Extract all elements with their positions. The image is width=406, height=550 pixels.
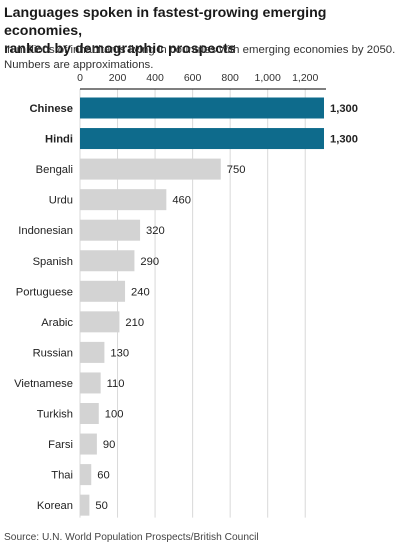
value-label: 1,300 — [330, 134, 358, 146]
value-label: 320 — [146, 225, 165, 237]
value-label: 1,300 — [330, 103, 358, 115]
bar — [80, 219, 141, 241]
value-label: 100 — [105, 409, 124, 421]
bar — [80, 403, 99, 424]
chart-subtitle: In millions of inhabitants living in cou… — [4, 43, 402, 73]
bar-chart: 0 200 400 600 800 1,000 1,200 Chinese 1,300 Hindi… — [14, 72, 358, 518]
category-label: Thai — [51, 470, 73, 482]
value-label: 60 — [97, 470, 109, 482]
bar — [80, 158, 221, 180]
category-label: Portuguese — [16, 286, 73, 298]
category-label: Vietnamese — [14, 378, 73, 390]
x-tick-label: 200 — [109, 72, 127, 84]
bar — [80, 433, 97, 455]
chart-subtitle-line-1: In millions of inhabitants living in cou… — [4, 44, 396, 56]
bar — [80, 341, 105, 363]
value-label: 90 — [103, 439, 115, 451]
chart-title-line-1: Languages spoken in fastest-growing emer… — [4, 5, 327, 39]
bar — [80, 189, 167, 211]
category-label: Korean — [37, 500, 73, 512]
category-label: Farsi — [48, 439, 73, 451]
category-label: Arabic — [41, 317, 73, 329]
category-label: Indonesian — [18, 225, 73, 237]
category-label: Hindi — [45, 134, 73, 146]
chart-title: Languages spoken in fastest-growing emer… — [4, 4, 402, 58]
value-label: 240 — [131, 286, 150, 298]
category-label: Russian — [33, 347, 73, 359]
value-label: 130 — [110, 347, 129, 359]
value-label: 210 — [125, 317, 144, 329]
category-label: Urdu — [49, 195, 73, 207]
bar — [80, 97, 324, 119]
x-tick-label: 1,200 — [292, 72, 318, 84]
x-tick-label: 400 — [146, 72, 164, 84]
source-note: Source: U.N. World Population Prospects/… — [4, 532, 259, 543]
category-label: Turkish — [37, 409, 73, 421]
value-label: 290 — [140, 256, 159, 268]
x-tick-label: 0 — [77, 72, 83, 84]
bar — [80, 280, 126, 302]
value-label: 110 — [107, 378, 125, 390]
x-tick-label: 600 — [184, 72, 202, 84]
category-label: Chinese — [29, 103, 73, 115]
chart-title-line-2: ranked by demographic prospects — [4, 41, 236, 57]
value-label: 750 — [227, 164, 246, 176]
category-label: Spanish — [33, 256, 73, 268]
x-tick-label: 1,000 — [255, 72, 281, 84]
x-tick-label: 800 — [221, 72, 239, 84]
value-label: 460 — [172, 195, 191, 207]
bar — [80, 250, 135, 272]
value-label: 50 — [95, 500, 107, 512]
bar — [80, 464, 92, 486]
chart-subtitle-line-2: Numbers are approximations. — [4, 59, 154, 71]
bar — [80, 311, 120, 333]
bar — [80, 128, 324, 150]
category-label: Bengali — [36, 164, 73, 176]
bar — [80, 494, 90, 516]
bar — [80, 372, 101, 394]
